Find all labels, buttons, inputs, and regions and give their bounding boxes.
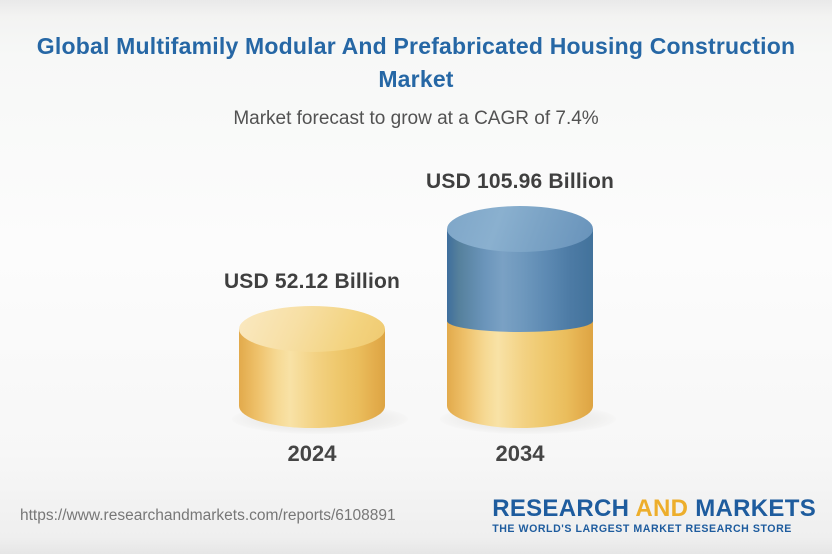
bar-2024-cylinder [239, 306, 385, 428]
bar-2034-value-label: USD 105.96 Billion [426, 170, 614, 193]
research-and-markets-logo: RESEARCH AND MARKETS THE WORLD'S LARGEST… [492, 496, 816, 536]
logo-tagline: THE WORLD'S LARGEST MARKET RESEARCH STOR… [492, 523, 792, 535]
logo-word-markets: MARKETS [695, 495, 816, 522]
logo-word-and: AND [635, 495, 689, 522]
bar-2034-top-cap [447, 206, 593, 252]
bar-2024-top-cap [239, 306, 385, 352]
bar-2034-base-segment [447, 318, 593, 428]
page-title: Global Multifamily Modular And Prefabric… [36, 33, 796, 92]
logo-word-research: RESEARCH [492, 495, 630, 522]
bar-2024-value-label: USD 52.12 Billion [223, 270, 401, 293]
logo-wordmark: RESEARCH AND MARKETS [492, 496, 816, 522]
bar-2034-category-label: 2034 [495, 441, 545, 466]
chart-subtitle: Market forecast to grow at a CAGR of 7.4… [233, 108, 599, 129]
bar-2034-cylinder [447, 206, 593, 428]
bar-2024-category-label: 2024 [287, 441, 337, 466]
report-url-link[interactable]: https://www.researchandmarkets.com/repor… [20, 507, 396, 524]
